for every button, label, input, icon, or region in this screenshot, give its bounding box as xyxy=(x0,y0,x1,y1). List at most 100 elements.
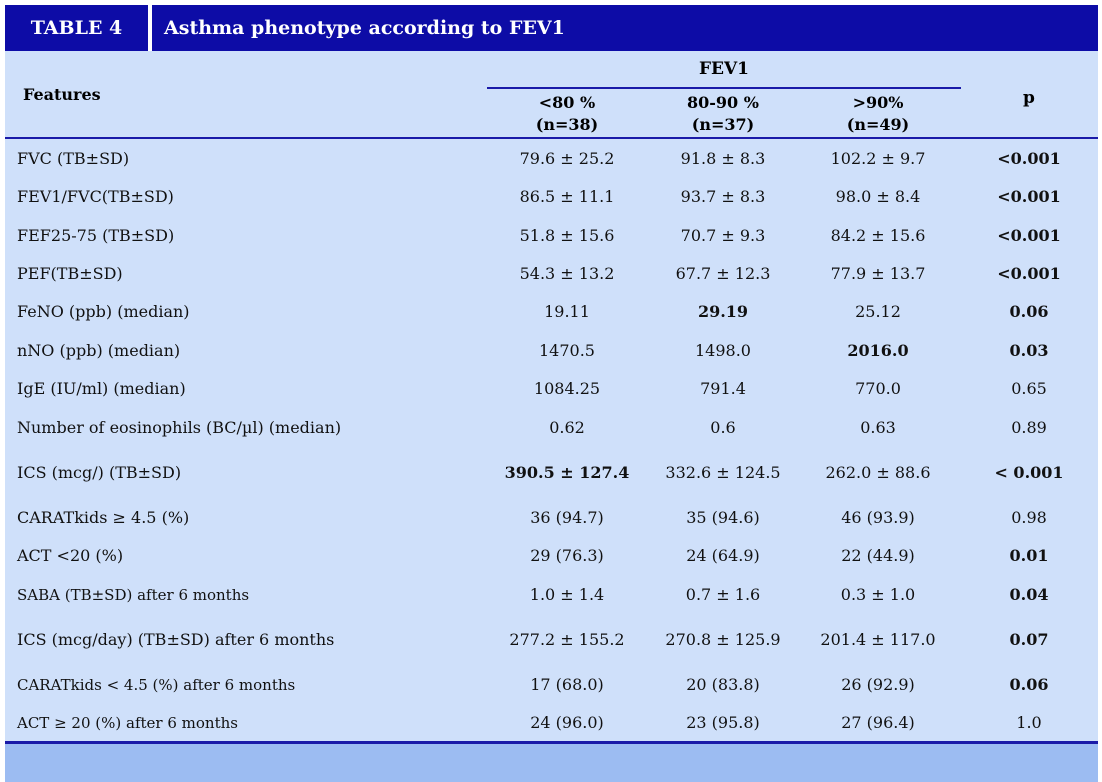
value-gt90: 98.0 ± 8.4 xyxy=(835,187,921,206)
feature-label: ACT ≥ 20 (%) after 6 months xyxy=(17,714,238,732)
column-count: (n=38) xyxy=(535,115,599,134)
feature-label: FVC (TB±SD) xyxy=(17,149,130,168)
value-lt80: 79.6 ± 25.2 xyxy=(519,149,615,168)
table-panel: TABLE 4 Asthma phenotype according to FE… xyxy=(5,5,1098,782)
column-count: (n=49) xyxy=(846,115,910,134)
value-gt90: 102.2 ± 9.7 xyxy=(830,149,926,168)
value-lt80: 390.5 ± 127.4 xyxy=(504,463,630,482)
table-number: TABLE 4 xyxy=(30,17,123,39)
feature-label: ICS (mcg/day) (TB±SD) after 6 months xyxy=(17,630,335,649)
table-row: IgE (IU/ml) (median) 1084.25 791.4 770.0… xyxy=(5,374,1098,404)
column-count: (n=37) xyxy=(691,115,755,134)
value-lt80: 54.3 ± 13.2 xyxy=(519,264,615,283)
header-rule xyxy=(5,137,1098,139)
table-row: FeNO (ppb) (median) 19.11 29.19 25.12 0.… xyxy=(5,297,1098,327)
value-80-90: 24 (64.9) xyxy=(686,546,760,565)
value-gt90: 84.2 ± 15.6 xyxy=(830,226,926,245)
table-row: ACT <20 (%) 29 (76.3) 24 (64.9) 22 (44.9… xyxy=(5,541,1098,571)
p-value: <0.001 xyxy=(997,149,1061,168)
p-value: 0.04 xyxy=(1009,585,1049,604)
value-gt90: 26 (92.9) xyxy=(841,675,915,694)
p-value: 1.0 xyxy=(1016,713,1042,732)
column-header-lt80: <80 % (n=38) xyxy=(492,92,642,136)
table-row: CARATkids ≥ 4.5 (%) 36 (94.7) 35 (94.6) … xyxy=(5,503,1098,533)
column-range: >90% xyxy=(852,93,904,112)
value-lt80: 0.62 xyxy=(549,418,585,437)
column-range: 80-90 % xyxy=(687,93,759,112)
table-row: FEF25-75 (TB±SD) 51.8 ± 15.6 70.7 ± 9.3 … xyxy=(5,221,1098,251)
table-row: ICS (mcg/) (TB±SD) 390.5 ± 127.4 332.6 ±… xyxy=(5,458,1098,488)
value-lt80: 51.8 ± 15.6 xyxy=(519,226,615,245)
p-value: <0.001 xyxy=(997,226,1061,245)
p-value-column-header: p xyxy=(1023,88,1035,108)
table-title-bar: TABLE 4 Asthma phenotype according to FE… xyxy=(5,5,1098,51)
feature-label: FeNO (ppb) (median) xyxy=(17,302,190,321)
table-row: CARATkids < 4.5 (%) after 6 months 17 (6… xyxy=(5,670,1098,700)
fev1-group-rule xyxy=(487,87,961,89)
feature-label: FEF25-75 (TB±SD) xyxy=(17,226,175,245)
value-80-90: 23 (95.8) xyxy=(686,713,760,732)
table-row: FEV1/FVC(TB±SD) 86.5 ± 11.1 93.7 ± 8.3 9… xyxy=(5,182,1098,212)
feature-label: CARATkids ≥ 4.5 (%) xyxy=(17,508,190,527)
column-header-80-90: 80-90 % (n=37) xyxy=(648,92,798,136)
value-lt80: 86.5 ± 11.1 xyxy=(519,187,615,206)
p-value: 0.06 xyxy=(1009,302,1049,321)
value-lt80: 1470.5 xyxy=(539,341,595,360)
value-gt90: 22 (44.9) xyxy=(841,546,915,565)
value-80-90: 791.4 xyxy=(700,379,746,398)
title-divider xyxy=(148,5,152,51)
value-lt80: 36 (94.7) xyxy=(530,508,604,527)
value-gt90: 0.3 ± 1.0 xyxy=(840,585,916,604)
value-80-90: 67.7 ± 12.3 xyxy=(675,264,771,283)
feature-label: nNO (ppb) (median) xyxy=(17,341,181,360)
value-gt90: 201.4 ± 117.0 xyxy=(820,630,936,649)
p-value: 0.07 xyxy=(1009,630,1049,649)
feature-label: ICS (mcg/) (TB±SD) xyxy=(17,463,182,482)
table-bottom-rule xyxy=(5,741,1098,744)
value-gt90: 0.63 xyxy=(860,418,896,437)
table-row: Number of eosinophils (BC/µl) (median) 0… xyxy=(5,413,1098,443)
value-lt80: 24 (96.0) xyxy=(530,713,604,732)
feature-label: CARATkids < 4.5 (%) after 6 months xyxy=(17,676,296,694)
value-gt90: 770.0 xyxy=(855,379,901,398)
feature-label: Number of eosinophils (BC/µl) (median) xyxy=(17,418,342,437)
value-80-90: 70.7 ± 9.3 xyxy=(680,226,766,245)
value-80-90: 0.6 xyxy=(710,418,736,437)
feature-label: IgE (IU/ml) (median) xyxy=(17,379,186,398)
value-80-90: 93.7 ± 8.3 xyxy=(680,187,766,206)
table-row: ICS (mcg/day) (TB±SD) after 6 months 277… xyxy=(5,625,1098,655)
p-value: 0.98 xyxy=(1011,508,1047,527)
value-gt90: 25.12 xyxy=(855,302,901,321)
value-gt90: 27 (96.4) xyxy=(841,713,915,732)
fev1-group-header: FEV1 xyxy=(698,59,750,79)
value-gt90: 77.9 ± 13.7 xyxy=(830,264,926,283)
feature-label: ACT <20 (%) xyxy=(17,546,124,565)
p-value: 0.06 xyxy=(1009,675,1049,694)
table-row: ACT ≥ 20 (%) after 6 months 24 (96.0) 23… xyxy=(5,708,1098,738)
value-lt80: 19.11 xyxy=(544,302,590,321)
table-footer-band xyxy=(5,744,1098,782)
value-gt90: 46 (93.9) xyxy=(841,508,915,527)
value-80-90: 1498.0 xyxy=(695,341,751,360)
p-value: <0.001 xyxy=(997,187,1061,206)
p-value: 0.89 xyxy=(1011,418,1047,437)
value-lt80: 277.2 ± 155.2 xyxy=(509,630,625,649)
value-lt80: 17 (68.0) xyxy=(530,675,604,694)
column-header-gt90: >90% (n=49) xyxy=(803,92,953,136)
value-80-90: 20 (83.8) xyxy=(686,675,760,694)
feature-label: FEV1/FVC(TB±SD) xyxy=(17,187,174,206)
p-value: 0.03 xyxy=(1009,341,1049,360)
value-80-90: 0.7 ± 1.6 xyxy=(685,585,761,604)
feature-label: SABA (TB±SD) after 6 months xyxy=(17,586,250,604)
p-value: 0.65 xyxy=(1011,379,1047,398)
value-gt90: 262.0 ± 88.6 xyxy=(825,463,931,482)
value-80-90: 91.8 ± 8.3 xyxy=(680,149,766,168)
value-lt80: 1.0 ± 1.4 xyxy=(529,585,605,604)
p-value: <0.001 xyxy=(997,264,1061,283)
features-column-header: Features xyxy=(23,85,101,104)
value-80-90: 332.6 ± 124.5 xyxy=(665,463,781,482)
table-row: PEF(TB±SD) 54.3 ± 13.2 67.7 ± 12.3 77.9 … xyxy=(5,259,1098,289)
table-row: nNO (ppb) (median) 1470.5 1498.0 2016.0 … xyxy=(5,336,1098,366)
value-80-90: 35 (94.6) xyxy=(686,508,760,527)
column-range: <80 % xyxy=(538,93,596,112)
